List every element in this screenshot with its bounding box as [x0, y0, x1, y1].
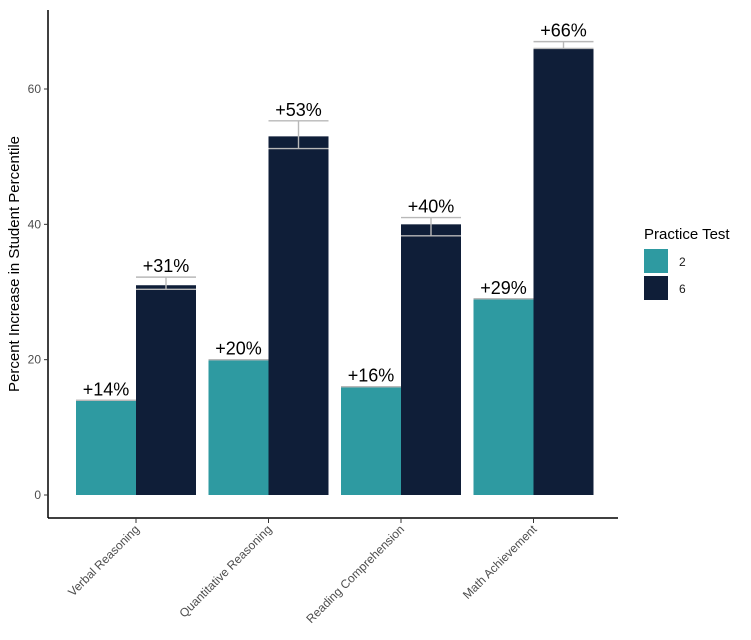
bar-series-6-1 [268, 136, 329, 495]
data-label: +66% [540, 21, 587, 41]
data-label: +40% [408, 197, 455, 217]
data-label: +20% [215, 339, 262, 359]
x-tick-label: Quantitative Reasoning [177, 522, 275, 620]
y-tick-label: 40 [28, 217, 42, 231]
bar-series-6-3 [533, 48, 594, 496]
legend-label-6: 6 [679, 282, 686, 296]
data-label: +53% [275, 100, 322, 120]
y-tick-label: 20 [28, 353, 42, 367]
x-tick-label: Verbal Reasoning [65, 522, 142, 599]
legend-key-6 [644, 276, 668, 300]
bar-series-2-0 [76, 400, 136, 495]
y-tick-label: 0 [34, 488, 41, 502]
x-tick-label: Reading Comprehension [303, 522, 407, 626]
y-axis-title: Percent Increase in Student Percentile [6, 136, 23, 392]
data-label: +16% [348, 366, 395, 386]
bar-series-2-2 [341, 386, 401, 495]
y-tick-label: 60 [28, 82, 42, 96]
bar-series-2-3 [473, 298, 534, 495]
x-tick-label: Math Achievement [460, 522, 540, 602]
data-label: +14% [83, 379, 130, 399]
legend-key-2 [644, 249, 668, 273]
bar-series-2-1 [208, 359, 269, 495]
bar-series-6-0 [136, 285, 196, 495]
data-label: +31% [143, 256, 190, 276]
bar-series-6-2 [401, 224, 461, 496]
legend-title: Practice Test [644, 226, 730, 243]
legend-label-2: 2 [679, 255, 686, 269]
data-label: +29% [480, 278, 527, 298]
